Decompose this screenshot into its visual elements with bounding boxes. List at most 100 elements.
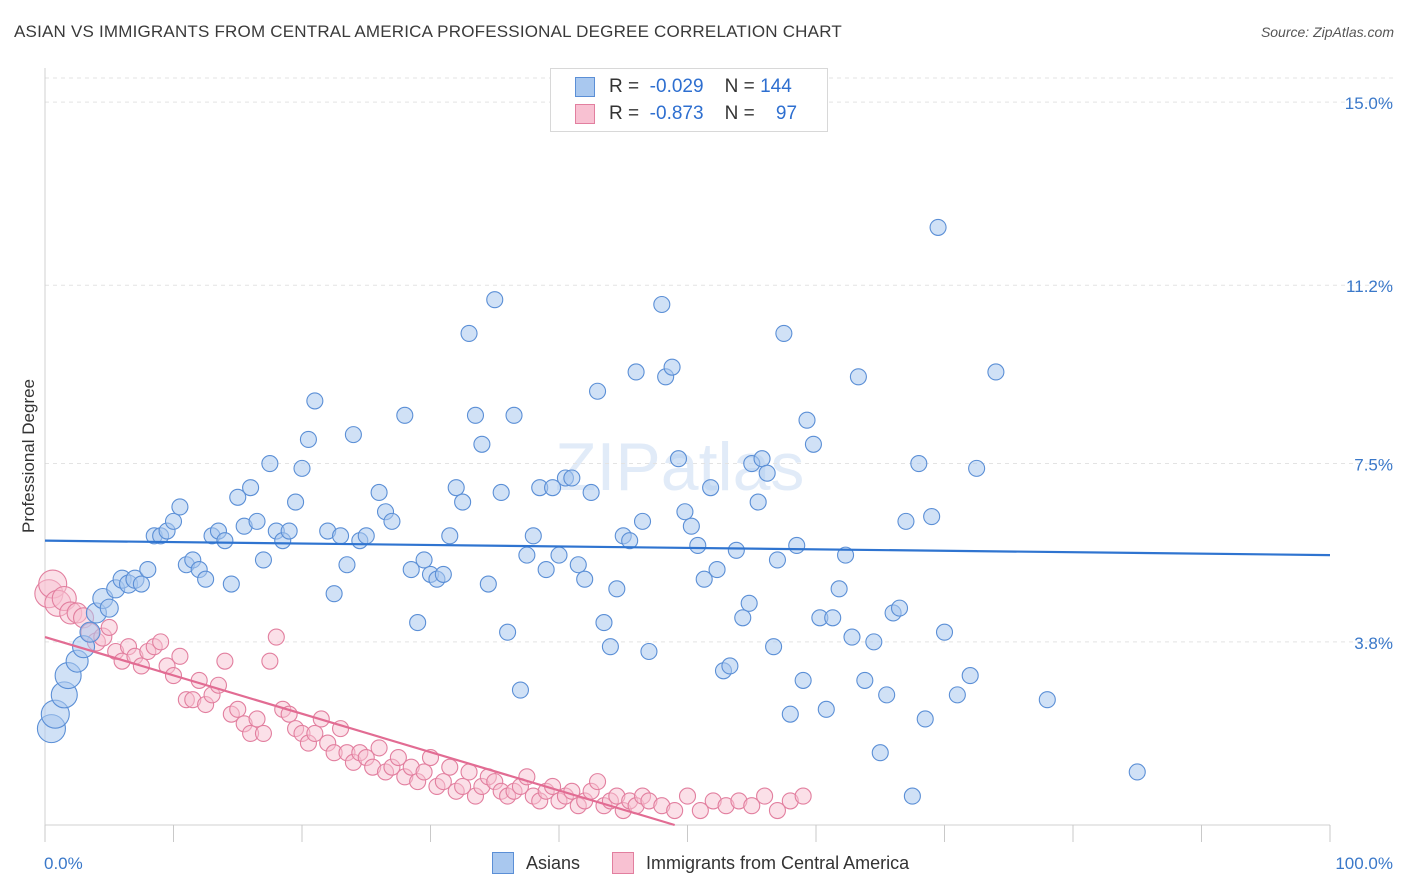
data-point-asians [721,657,739,675]
data-point-asians [601,638,619,656]
data-point-asians [627,363,645,381]
data-point-asians [460,324,478,342]
data-point-asians [299,430,317,449]
data-point-asians [608,580,626,598]
legend-r-value: -0.029 [649,76,704,97]
data-point-immigrants [100,618,118,636]
data-point-asians [595,614,613,632]
data-point-asians [569,556,587,574]
data-point-asians [804,435,822,453]
data-point-asians [325,585,343,603]
data-point-asians [582,483,600,502]
data-point-asians [987,363,1005,381]
data-point-asians [871,744,889,762]
data-point-asians [563,469,581,487]
bottom-legend: Asians Immigrants from Central America [492,852,941,874]
data-point-asians [633,512,652,530]
legend-row-asians: R = -0.029 N = 144 [551,74,792,100]
data-point-immigrants [229,700,247,718]
data-point-asians [768,551,787,569]
bottom-legend-swatch-asians [492,852,514,874]
data-point-asians [968,459,986,477]
data-point-asians [473,435,491,453]
x-tick-label-min: 0.0% [44,854,83,873]
data-point-immigrants [171,647,189,665]
data-point-asians [306,392,324,410]
data-point-asians [788,536,806,555]
data-point-asians [676,503,694,521]
data-point-asians [923,508,941,526]
data-point-asians [537,561,555,579]
watermark: ZIPatlas [555,405,804,512]
data-point-asians [916,710,934,728]
data-point-asians [948,686,966,704]
data-point-immigrants [666,801,684,820]
data-point-asians [409,614,427,632]
grid-lines [45,77,1395,643]
data-point-asians [344,426,362,444]
data-point-asians [689,536,707,555]
data-point-immigrants [756,787,774,805]
data-point-asians [910,454,928,473]
data-point-asians [492,483,510,502]
watermark-main: ZIP [555,429,661,505]
data-point-asians [1038,691,1056,709]
data-point-asians [383,512,401,530]
data-point-immigrants [261,652,279,670]
data-point-immigrants [267,628,285,646]
legend: R = -0.029 N = 144 R = -0.873 N = 97 [550,68,828,132]
data-point-immigrants [434,773,452,791]
data-point-asians [544,479,562,497]
data-point-asians [843,628,861,646]
data-point-asians [682,517,700,535]
legend-r-label: R = [609,103,640,124]
data-point-asians [817,700,835,718]
data-point-immigrants [794,787,812,805]
data-point-asians [653,295,671,314]
data-point-asians [576,570,594,588]
data-point-asians [878,686,896,704]
data-point-asians [229,488,247,506]
bottom-legend-swatch-immigrants [612,852,635,874]
legend-n-value: 144 [760,76,792,97]
data-point-immigrants [454,777,472,795]
data-point-asians [830,580,848,598]
legend-n-value: 97 [775,103,798,124]
x-tick-label-max: 100.0% [1335,854,1393,873]
data-point-asians [280,522,298,540]
data-point-immigrants [415,763,433,781]
data-point-asians [765,638,783,656]
data-point-asians [499,623,517,641]
data-point-asians [197,570,215,588]
data-point-asians [897,512,915,530]
axes [44,68,1331,842]
data-point-asians [734,609,752,627]
data-point-asians [781,705,799,723]
data-point-asians [222,575,240,593]
data-point-asians [749,493,767,511]
data-point-asians [588,382,607,400]
chart-title: ASIAN VS IMMIGRANTS FROM CENTRAL AMERICA… [14,22,842,41]
data-point-asians [837,546,855,564]
data-point-asians [79,621,101,643]
series-asians [36,218,1146,805]
data-point-asians [415,551,433,569]
data-point-asians [708,561,726,579]
data-point-asians [669,450,688,468]
data-point-asians [441,527,459,545]
bottom-legend-asians: Asians [492,852,580,874]
data-point-asians [254,551,273,569]
data-point-asians [740,594,758,612]
data-point-immigrants [248,710,266,728]
data-point-asians [171,498,189,516]
data-point-asians [331,527,350,545]
data-point-asians [550,546,568,564]
chart-source: Source: ZipAtlas.com [1260,24,1394,40]
data-point-asians [486,291,504,309]
data-point-immigrants [768,801,787,820]
trend-line-asians [44,539,1331,557]
data-point-asians [447,479,465,497]
y-tick-label: 15.0% [1345,94,1393,113]
legend-r-value: -0.873 [649,103,704,124]
trend-lines [44,539,1331,827]
